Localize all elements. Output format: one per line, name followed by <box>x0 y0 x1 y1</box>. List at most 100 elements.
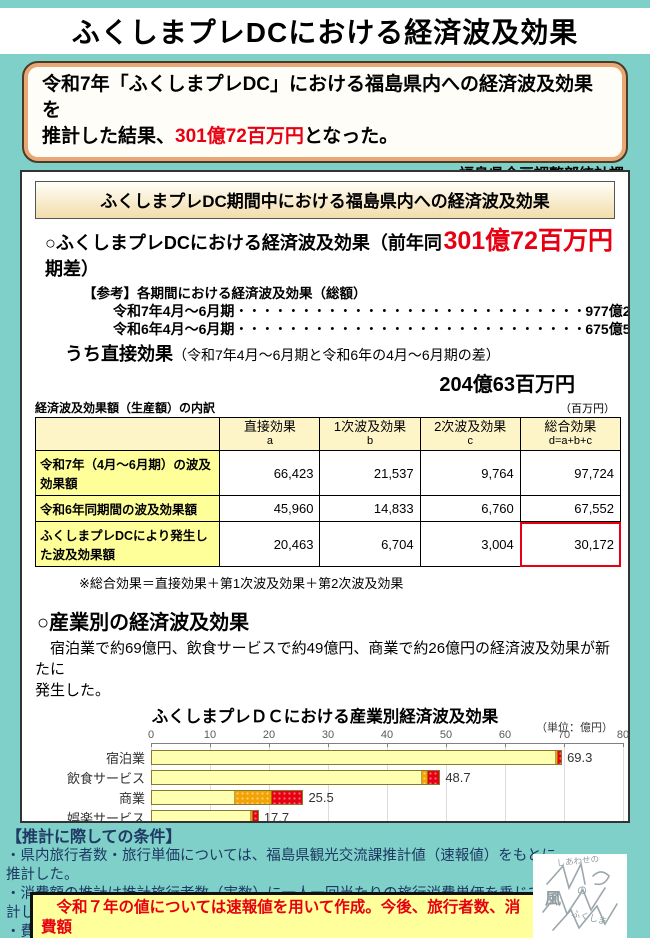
row-label: 令和7年（4月～6月期）の波及効果額 <box>34 450 221 496</box>
campaign-stamp: しあわせの 風 の ふくしま <box>533 854 627 938</box>
bar-value-label: 25.5 <box>308 789 334 805</box>
bar-row: 宿泊業 69.3 <box>106 747 624 767</box>
chart-plot: 直接効果 1次波及効果 2次波及効果 宿泊業69.3飲食サービス48.7商業25… <box>67 747 624 821</box>
axis-tick-mark <box>269 744 270 748</box>
reference-title: 【参考】各期間における経済波及効果（総額） <box>83 286 367 301</box>
axis-tick-label: 0 <box>147 729 155 741</box>
cell-value: 21,537 <box>319 450 421 496</box>
cell-value: 6,760 <box>419 495 521 522</box>
reference-row-label: 令和6年4月～6月期 <box>113 321 235 337</box>
industry-text-line1: 宿泊業で約69億円、飲食サービスで約49億円、商業で約26億円の経済波及効果が新… <box>35 640 611 678</box>
row-label: 令和6年同期間の波及効果額 <box>34 495 221 522</box>
axis-tick-label: 60 <box>498 729 512 741</box>
section-header: ふくしまプレDC期間中における福島県内への経済波及効果 <box>35 181 615 219</box>
axis-tick-mark <box>446 744 447 748</box>
bar-segment-2 <box>428 770 440 784</box>
table-col-header: 2次波及効果 c <box>419 417 521 451</box>
table-col-header: 直接効果 a <box>219 417 321 451</box>
axis-tick-mark <box>387 744 388 748</box>
direct-effect-note: （令和7年4月～6月期と令和6年の4月～6月期の差） <box>173 347 500 363</box>
chart-axis-labels: 0 10 20 30 40 50 60 70 80 <box>147 729 628 743</box>
chart-title: ふくしまプレＤＣにおける産業別経済波及効果 <box>151 708 499 726</box>
summary-line-2-pre: 推計した結果、 <box>42 126 176 147</box>
axis-tick-mark <box>328 744 329 748</box>
bar-category-label: 娯楽サービス <box>66 810 145 823</box>
axis-tick-mark <box>505 744 506 748</box>
gridline <box>446 747 447 821</box>
bar-segment-1 <box>422 770 429 784</box>
page-title: ふくしまプレDCにおける経済波及効果 <box>71 17 579 48</box>
reference-row: 令和7年4月～6月期・・・・・・・・・・・・・・・・・・・・・・・・・・・977… <box>113 302 628 320</box>
direct-effect-total: 204億63百万円 <box>439 374 575 396</box>
title-bar: ふくしまプレDCにおける経済波及効果 <box>0 8 650 54</box>
bar-segment-2 <box>271 790 303 804</box>
chart-unit-label: （単位：億円） <box>536 722 613 734</box>
bar-segment-0 <box>152 810 251 821</box>
bar-segment-1 <box>556 750 559 764</box>
conditions-heading: 【推計に際しての条件】 <box>6 829 182 846</box>
bar-segment-0 <box>152 750 557 764</box>
col-sub: b <box>366 435 374 447</box>
summary-box-inner: 令和7年「ふくしまプレDC」における福島県内への経済波及効果を 推計した結果、3… <box>28 67 622 157</box>
row-label: ふくしまプレDCにより発生した波及効果額 <box>34 521 221 567</box>
stamp-text-1: しあわせの <box>556 854 599 868</box>
table-unit: （百万円） <box>560 403 615 415</box>
cell-value: 14,833 <box>319 495 421 522</box>
cell-value: 45,960 <box>219 495 321 522</box>
table-header-row: 直接効果 a 1次波及効果 b 2次波及効果 c 総合効果 d=a+b+c <box>34 417 622 451</box>
col-title: 2次波及効果 <box>434 419 507 434</box>
gridline <box>505 747 506 821</box>
direct-effect-heading: うち直接効果 <box>65 344 173 364</box>
cell-value: 67,552 <box>519 495 622 522</box>
stamp-text-3: の <box>577 886 587 897</box>
table-col-header: 総合効果 d=a+b+c <box>519 417 622 451</box>
effect-total: 301億72百万円 <box>443 227 613 255</box>
summary-line-2-post: となった。 <box>303 126 399 147</box>
stacked-bar <box>151 809 259 821</box>
gridline <box>564 747 565 821</box>
axis-tick-label: 70 <box>557 729 571 741</box>
direct-effect-line: うち直接効果（令和7年4月～6月期と令和6年の4月～6月期の差） <box>65 340 615 366</box>
gridline <box>623 747 624 821</box>
reference-row-dots: ・・・・・・・・・・・・・・・・・・・・・・・・・・・ <box>234 321 586 337</box>
reference-block: 【参考】各期間における経済波及効果（総額） 令和7年4月～6月期・・・・・・・・… <box>83 285 628 338</box>
stacked-bar <box>151 769 441 785</box>
condition-item: ・県内旅行者数・旅行単価については、福島県観光交流課推計値（速報値）をもとに推計… <box>6 848 556 883</box>
summary-box: 令和7年「ふくしまプレDC」における福島県内への経済波及効果を 推計した結果、3… <box>22 61 628 163</box>
bar-segment-1 <box>235 790 272 804</box>
table-row: 令和7年（4月～6月期）の波及効果額 66,423 21,537 9,764 9… <box>34 450 622 496</box>
axis-tick-mark <box>151 744 152 748</box>
table-col-header: 1次波及効果 b <box>319 417 421 451</box>
cell-value: 9,764 <box>419 450 521 496</box>
col-sub: d=a+b+c <box>548 435 592 447</box>
bar-category-label: 商業 <box>118 790 145 806</box>
effect-heading: ○ふくしまプレDCにおける経済波及効果（前年同期差） <box>45 233 442 279</box>
axis-tick-label: 10 <box>203 729 217 741</box>
col-title: 1次波及効果 <box>333 419 407 434</box>
axis-tick-label: 20 <box>262 729 276 741</box>
axis-tick-mark <box>623 744 624 748</box>
axis-tick-label: 80 <box>616 729 630 741</box>
stamp-text-4: ふくしま <box>571 908 608 926</box>
main-content-box: ふくしまプレDC期間中における福島県内への経済波及効果 301億72百万円 ○ふ… <box>20 170 630 823</box>
col-title: 総合効果 <box>544 419 597 434</box>
bar-row: 娯楽サービス 17.7 <box>67 807 624 821</box>
reference-row-value: 977億24百万円 <box>585 303 630 319</box>
summary-line-1: 令和7年「ふくしまプレDC」における福島県内への経済波及効果を <box>42 74 594 121</box>
industry-text: 宿泊業で約69億円、飲食サービスで約49億円、商業で約26億円の経済波及効果が新… <box>35 638 615 701</box>
bar-category-label: 宿泊業 <box>105 750 145 766</box>
axis-tick-mark <box>210 744 211 748</box>
axis-tick-label: 50 <box>439 729 453 741</box>
stacked-bar <box>151 749 563 765</box>
notice-box: 令和７年の値については速報値を用いて作成。今後、旅行者数、消費額 などの値の確定… <box>30 892 540 938</box>
reference-row-value: 675億52百万円 <box>585 321 630 337</box>
table-row: 令和6年同期間の波及効果額 45,960 14,833 6,760 67,552 <box>34 495 622 522</box>
chart-head: ふくしまプレＤＣにおける産業別経済波及効果 （単位：億円） <box>35 703 615 734</box>
industry-heading: ○産業別の経済波及効果 <box>37 612 250 634</box>
cell-value: 20,463 <box>219 521 321 567</box>
reference-row: 令和6年4月～6月期・・・・・・・・・・・・・・・・・・・・・・・・・・・675… <box>113 320 628 338</box>
bar-segment-2 <box>252 810 258 821</box>
col-sub: c <box>467 435 473 447</box>
